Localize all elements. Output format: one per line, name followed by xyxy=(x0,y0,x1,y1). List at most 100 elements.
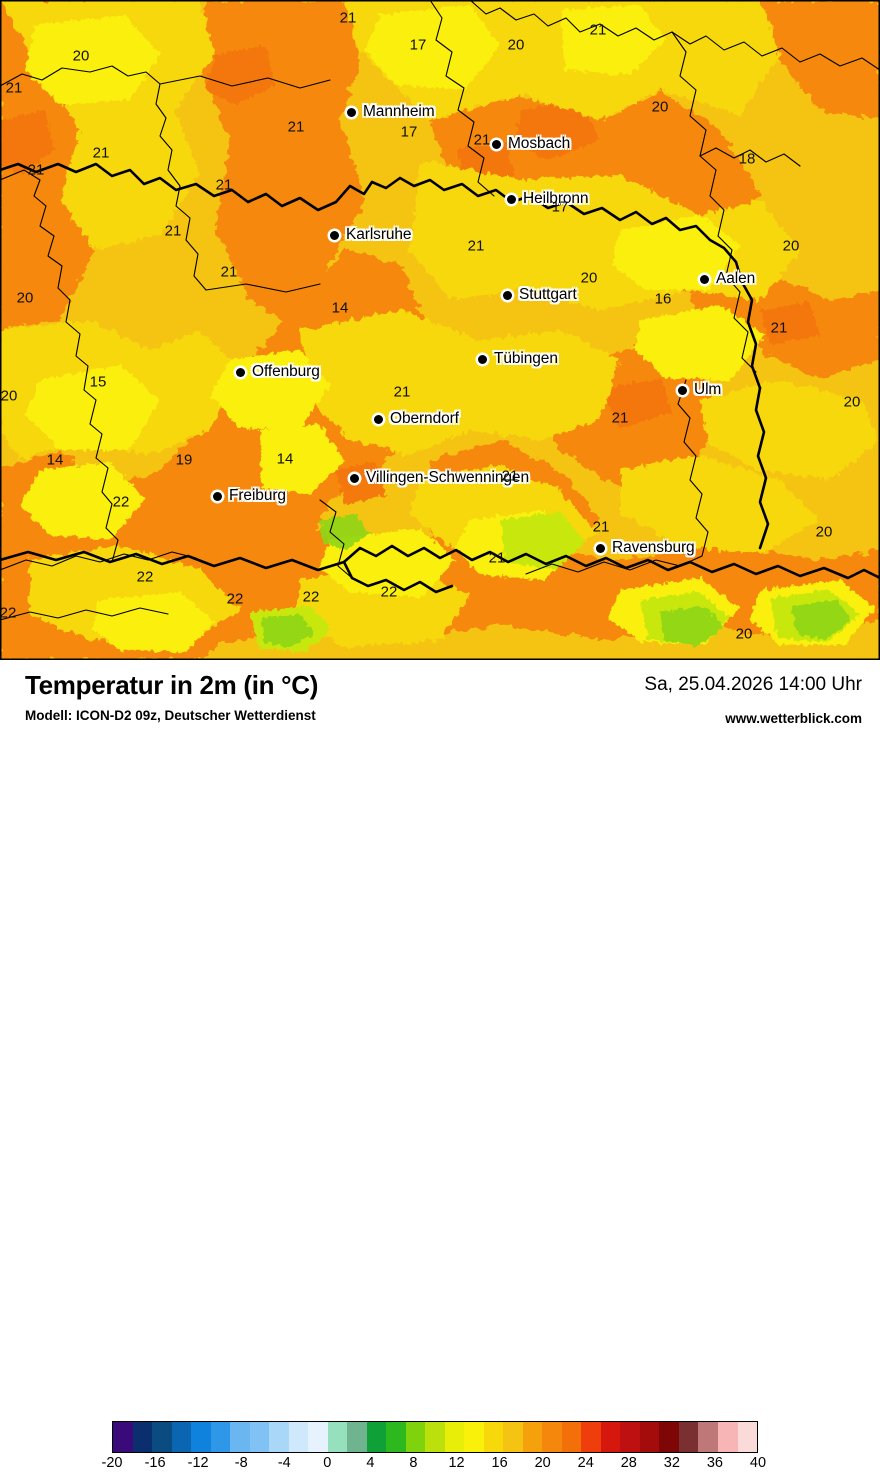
city-marker[interactable]: Freiburg xyxy=(213,487,286,505)
legend-swatch xyxy=(230,1422,250,1452)
temperature-value: 17 xyxy=(409,36,427,54)
temperature-value: 21 xyxy=(473,131,491,149)
temperature-value: 16 xyxy=(654,290,672,308)
legend-tick-label: 12 xyxy=(448,1455,465,1471)
legend-tick-label: -12 xyxy=(187,1455,209,1471)
temperature-value: 21 xyxy=(592,518,610,536)
temperature-value: 20 xyxy=(580,269,598,287)
administrative-borders-thin xyxy=(0,0,880,621)
page-title: Temperatur in 2m (in °C) xyxy=(25,670,319,700)
model-subtitle: Modell: ICON-D2 09z, Deutscher Wetterdie… xyxy=(25,708,316,723)
legend-tick-label: -20 xyxy=(101,1455,123,1471)
city-marker[interactable]: Ravensburg xyxy=(596,539,695,557)
national-border xyxy=(0,162,880,594)
temperature-value: 20 xyxy=(735,625,753,643)
legend-swatch xyxy=(503,1422,523,1452)
legend-tick-label: 4 xyxy=(366,1455,375,1471)
legend-swatch xyxy=(620,1422,640,1452)
temperature-value: 21 xyxy=(488,549,506,567)
temperature-value: 20 xyxy=(507,36,525,54)
city-dot-icon xyxy=(507,194,516,204)
temperature-value: 21 xyxy=(92,144,110,162)
city-dot-icon xyxy=(330,230,339,240)
legend-swatch xyxy=(152,1422,172,1452)
temperature-value: 14 xyxy=(331,299,349,317)
city-dot-icon xyxy=(374,414,383,424)
city-dot-icon xyxy=(596,543,605,553)
legend-swatch xyxy=(639,1422,660,1452)
city-label: Villingen-Schwenningen xyxy=(366,469,529,486)
city-dot-icon xyxy=(492,139,501,149)
temperature-value: 22 xyxy=(226,590,244,608)
temperature-value: 22 xyxy=(380,583,398,601)
legend-tick-label: -4 xyxy=(277,1455,291,1471)
legend-swatch xyxy=(327,1422,348,1452)
temperature-value: 22 xyxy=(112,493,130,511)
legend-swatch xyxy=(522,1422,543,1452)
city-label: Stuttgart xyxy=(519,286,577,303)
city-marker[interactable]: Stuttgart xyxy=(503,286,577,304)
temperature-value: 17 xyxy=(551,198,569,216)
city-marker[interactable]: Mannheim xyxy=(347,103,435,121)
legend-swatch xyxy=(191,1422,211,1452)
city-dot-icon xyxy=(350,473,359,483)
temperature-value: 20 xyxy=(782,237,800,255)
temperature-value: 20 xyxy=(815,523,833,541)
footer: Temperatur in 2m (in °C) Modell: ICON-D2… xyxy=(0,660,880,1471)
temperature-value: 20 xyxy=(651,98,669,116)
city-dot-icon xyxy=(700,274,709,284)
temperature-value: 14 xyxy=(276,450,294,468)
legend-tick-label: 36 xyxy=(706,1455,723,1471)
city-label: Aalen xyxy=(716,270,756,287)
temperature-value: 19 xyxy=(175,451,193,469)
city-label: Freiburg xyxy=(229,487,286,504)
city-label: Offenburg xyxy=(252,363,320,380)
legend-swatch xyxy=(698,1422,718,1452)
legend-tick-label: -8 xyxy=(234,1455,248,1471)
city-marker[interactable]: Mosbach xyxy=(492,135,570,153)
city-marker[interactable]: Offenburg xyxy=(236,363,320,381)
temperature-value: 22 xyxy=(136,568,154,586)
legend-swatch xyxy=(542,1422,562,1452)
weather-map[interactable]: Mannheim Mosbach Heilbronn Karlsruhe Stuttga… xyxy=(0,0,880,660)
city-marker[interactable]: Villingen-Schwenningen xyxy=(350,469,529,487)
city-marker[interactable]: Tübingen xyxy=(478,350,558,368)
legend-tick-label: 0 xyxy=(323,1455,332,1471)
city-dot-icon xyxy=(478,354,487,364)
legend-swatch xyxy=(659,1422,679,1452)
temperature-value: 22 xyxy=(302,588,320,606)
legend-swatch xyxy=(386,1422,406,1452)
temperature-raster xyxy=(0,0,880,660)
temperature-value: 21 xyxy=(220,263,238,281)
city-marker[interactable]: Karlsruhe xyxy=(330,226,412,244)
temperature-value: 21 xyxy=(287,118,305,136)
legend-tick-label: 32 xyxy=(663,1455,680,1471)
city-marker[interactable]: Aalen xyxy=(700,270,755,288)
legend-swatch xyxy=(464,1422,484,1452)
legend-swatch xyxy=(366,1422,387,1452)
city-marker[interactable]: Heilbronn xyxy=(507,190,589,208)
temperature-value: 20 xyxy=(16,289,34,307)
legend-swatch xyxy=(444,1422,465,1452)
legend-swatch xyxy=(269,1422,289,1452)
city-marker[interactable]: Oberndorf xyxy=(374,410,459,428)
city-dot-icon xyxy=(347,107,356,117)
color-scale-swatches xyxy=(112,1421,758,1453)
temperature-value: 21 xyxy=(164,222,182,240)
legend-swatch xyxy=(132,1422,153,1452)
color-scale-ticks: -20 -16 -12 -8 -4 0 4 8 12 16 20 24 28 32 36 40 xyxy=(102,1455,767,1477)
temperature-value: 22 xyxy=(0,604,17,622)
color-scale-legend xyxy=(112,1421,758,1453)
temperature-value: 21 xyxy=(393,383,411,401)
legend-swatch xyxy=(347,1422,367,1452)
temperature-value: 21 xyxy=(5,79,23,97)
temperature-value: 21 xyxy=(770,319,788,337)
legend-tick-label: 8 xyxy=(409,1455,418,1471)
temperature-value: 17 xyxy=(400,123,418,141)
legend-tick-label: 16 xyxy=(491,1455,508,1471)
legend-swatch xyxy=(483,1422,504,1452)
legend-swatch xyxy=(737,1422,758,1452)
city-marker[interactable]: Ulm xyxy=(678,381,721,399)
city-dot-icon xyxy=(213,491,222,501)
temperature-value: 18 xyxy=(738,150,756,168)
